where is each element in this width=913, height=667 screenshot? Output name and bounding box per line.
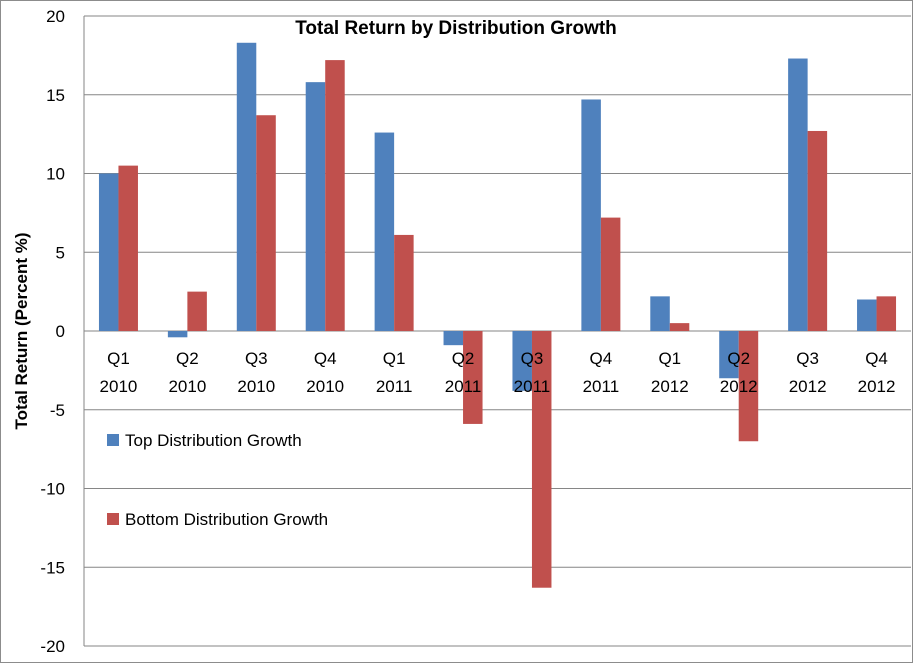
bar-top-1	[167, 331, 188, 338]
y-tick-label: 5	[56, 243, 65, 262]
gridlines	[83, 15, 911, 647]
bar-top-8	[650, 296, 670, 331]
bar-top-4	[374, 132, 395, 331]
bar-bottom-3	[325, 60, 345, 331]
category-label-year: 2012	[858, 377, 896, 396]
bar-top-7	[581, 99, 601, 331]
category-label-year: 2011	[445, 377, 482, 396]
category-label-quarter: Q2	[176, 349, 199, 368]
bar-top-9	[719, 331, 739, 379]
chart-title: Total Return by Distribution Growth	[295, 18, 617, 39]
legend-label: Top Distribution Growth	[125, 431, 302, 450]
bar-bottom-8	[669, 323, 690, 331]
legend: Top Distribution Growth Bottom Distributi…	[107, 431, 328, 529]
category-label-year: 2010	[306, 377, 344, 396]
bar-bottom-1	[187, 291, 207, 331]
bar-bottom-10	[807, 130, 828, 331]
category-label-quarter: Q1	[383, 349, 406, 368]
bars	[98, 42, 897, 588]
bar-bottom-7	[600, 217, 621, 331]
y-tick-label: -10	[40, 480, 65, 499]
bar-bottom-2	[256, 115, 276, 331]
category-label-year: 2010	[100, 377, 138, 396]
category-label-year: 2012	[789, 377, 827, 396]
category-label-quarter: Q3	[521, 349, 544, 368]
category-label-quarter: Q4	[590, 349, 613, 368]
category-label-quarter: Q1	[107, 349, 130, 368]
bar-top-2	[236, 42, 257, 332]
y-tick-label: -15	[40, 558, 65, 577]
category-label-year: 2012	[651, 377, 689, 396]
category-label-quarter: Q2	[452, 349, 475, 368]
legend-swatch	[107, 513, 119, 525]
category-label-year: 2012	[720, 377, 758, 396]
category-label-quarter: Q1	[658, 349, 681, 368]
category-label-quarter: Q3	[245, 349, 268, 368]
bar-bottom-6	[531, 331, 552, 588]
bar-top-6	[512, 331, 532, 391]
category-label-year: 2010	[168, 377, 206, 396]
bar-top-0	[98, 173, 119, 331]
category-label-quarter: Q2	[727, 349, 750, 368]
bar-top-11	[857, 299, 877, 331]
category-label-quarter: Q3	[796, 349, 819, 368]
legend-label: Bottom Distribution Growth	[125, 510, 328, 529]
bar-bottom-9	[738, 331, 759, 442]
category-label-quarter: Q4	[314, 349, 337, 368]
y-tick-label: -20	[40, 637, 65, 656]
y-tick-label: 0	[56, 322, 65, 341]
bar-bottom-11	[876, 296, 897, 331]
y-tick-label: 20	[46, 7, 65, 26]
category-labels: Q1 2010 Q2 2010 Q3 2010 Q4 2010 Q1 2011 Q2 2011 Q3 20…	[100, 349, 896, 396]
y-tick-label: 10	[46, 165, 65, 184]
category-label-year: 2011	[583, 377, 620, 396]
y-axis-ticks: 20 15 10 5 0 -5 -10 -15 -20	[40, 7, 65, 656]
bar-top-3	[305, 82, 326, 332]
bar-bottom-0	[118, 165, 138, 331]
category-label-year: 2010	[237, 377, 275, 396]
category-label-quarter: Q4	[865, 349, 888, 368]
bar-bottom-4	[394, 234, 414, 331]
bar-top-5	[443, 331, 464, 346]
category-label-year: 2011	[514, 377, 551, 396]
y-tick-label: -5	[50, 401, 65, 420]
legend-swatch	[107, 434, 119, 446]
bar-bottom-5	[463, 331, 483, 424]
bar-top-10	[788, 58, 808, 332]
y-axis-label: Total Return (Percent %)	[12, 232, 31, 429]
category-label-year: 2011	[376, 377, 413, 396]
y-tick-label: 15	[46, 86, 65, 105]
